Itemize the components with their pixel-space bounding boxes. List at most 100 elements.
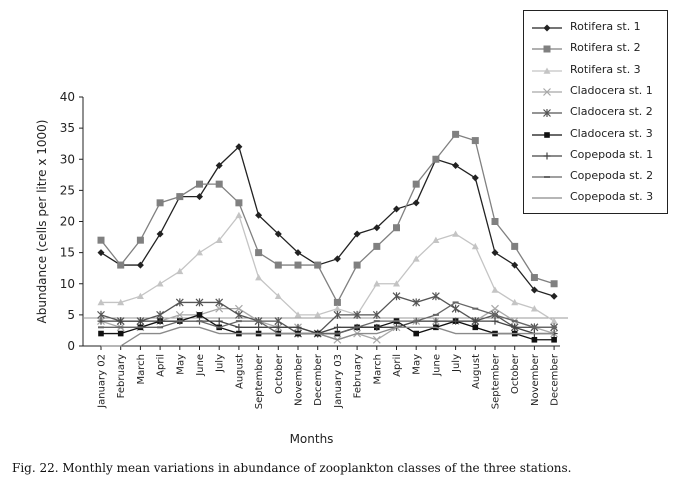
data-point	[234, 310, 243, 319]
data-point	[550, 317, 558, 324]
data-point	[491, 286, 499, 293]
data-point	[136, 261, 144, 269]
data-point	[412, 199, 420, 207]
data-point	[156, 310, 165, 319]
y-tick-label: 35	[60, 121, 75, 135]
x-tick-label: November	[294, 353, 305, 406]
data-point	[333, 255, 341, 263]
data-point	[551, 336, 557, 343]
data-point	[314, 261, 322, 269]
data-point	[255, 249, 263, 257]
data-point	[491, 249, 499, 257]
data-point	[353, 261, 361, 269]
data-point	[471, 242, 479, 250]
data-point	[452, 161, 460, 169]
data-point	[235, 199, 243, 207]
x-tick-label: February	[116, 354, 127, 398]
legend-marker	[543, 67, 551, 74]
legend-swatch	[532, 152, 562, 160]
data-point	[196, 193, 203, 201]
data-point	[550, 280, 558, 288]
x-tick-label: May	[175, 354, 186, 375]
x-tick-label: April	[392, 354, 403, 377]
legend-item: Rotifera st. 1	[530, 20, 664, 36]
data-point	[333, 310, 342, 319]
series-1	[97, 143, 558, 300]
x-tick-label: September	[491, 353, 502, 409]
series-7	[97, 317, 558, 338]
legend-marker	[543, 152, 551, 160]
legend-item: Rotifera st. 3	[530, 63, 664, 79]
legend-label: Cladocera st. 2	[570, 105, 653, 119]
x-tick-label: December	[313, 353, 324, 406]
data-point	[176, 193, 184, 201]
legend-marker	[543, 109, 551, 118]
data-point	[274, 292, 282, 299]
y-tick-label: 30	[60, 152, 75, 166]
data-point	[156, 230, 164, 238]
data-point	[274, 323, 282, 331]
legend-item: Cladocera st. 3	[530, 127, 664, 143]
legend-swatch	[532, 24, 562, 32]
data-point	[196, 312, 203, 318]
data-point	[372, 335, 381, 344]
data-point	[452, 317, 460, 325]
data-point	[373, 323, 381, 331]
y-tick-label: 40	[60, 90, 75, 104]
data-point	[530, 305, 538, 312]
data-point	[471, 174, 479, 182]
data-point	[530, 286, 538, 294]
data-point	[333, 323, 341, 331]
data-point	[412, 255, 420, 262]
data-point	[471, 317, 479, 325]
x-tick-label: April	[156, 354, 167, 377]
figure-caption: Fig. 22. Monthly mean variations in abun…	[12, 461, 572, 475]
data-point	[530, 274, 538, 282]
legend-swatch	[532, 45, 562, 53]
data-point	[413, 330, 419, 337]
data-point	[255, 323, 263, 331]
data-point	[491, 304, 499, 313]
data-point	[491, 218, 499, 225]
series-line	[101, 213, 555, 322]
data-point	[333, 305, 341, 312]
legend-label: Cladocera st. 3	[570, 126, 653, 140]
data-point	[215, 236, 223, 243]
y-tick-label: 15	[60, 246, 75, 260]
x-tick-label: June	[431, 354, 442, 377]
x-tick-label: September	[254, 353, 265, 409]
x-tick-label: October	[510, 353, 521, 394]
data-point	[491, 317, 499, 325]
data-point	[117, 298, 125, 306]
legend-swatch	[532, 131, 562, 138]
data-point	[432, 155, 440, 163]
data-point	[255, 274, 263, 281]
y-tick-label: 10	[60, 277, 75, 291]
data-point	[393, 224, 400, 232]
data-point	[452, 130, 460, 138]
legend-item: Copepoda st. 2	[530, 169, 664, 185]
x-tick-label: May	[412, 354, 423, 375]
data-point	[511, 298, 519, 306]
x-tick-label: December	[550, 353, 561, 406]
series-line	[101, 326, 555, 347]
series-line	[100, 145, 555, 297]
legend-label: Copepoda st. 2	[570, 169, 654, 183]
data-point	[235, 211, 243, 219]
data-point	[97, 317, 105, 325]
legend-label: Copepoda st. 3	[570, 190, 654, 204]
legend-swatch	[532, 67, 562, 74]
data-point	[393, 280, 400, 287]
data-point	[550, 292, 558, 300]
data-point	[175, 298, 184, 307]
data-point	[175, 310, 184, 319]
data-point	[176, 267, 184, 275]
series-3	[97, 211, 558, 324]
data-point	[117, 330, 124, 337]
legend-item: Cladocera st. 1	[530, 84, 664, 100]
legend-swatch	[532, 109, 562, 118]
data-point	[274, 261, 282, 269]
data-point	[294, 261, 302, 269]
legend-label: Cladocera st. 1	[570, 83, 653, 97]
